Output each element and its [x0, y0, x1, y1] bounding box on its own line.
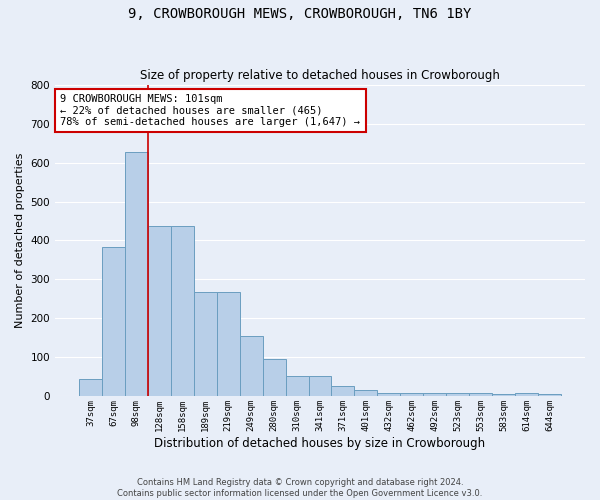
Bar: [469, 392, 492, 396]
X-axis label: Distribution of detached houses by size in Crowborough: Distribution of detached houses by size …: [154, 437, 485, 450]
Bar: [148, 226, 171, 396]
Bar: [194, 292, 217, 397]
Bar: [240, 336, 263, 396]
Bar: [515, 392, 538, 396]
Bar: [308, 376, 331, 396]
Bar: [446, 392, 469, 396]
Bar: [492, 394, 515, 396]
Bar: [286, 376, 308, 396]
Y-axis label: Number of detached properties: Number of detached properties: [15, 153, 25, 328]
Bar: [102, 247, 125, 396]
Bar: [263, 360, 286, 397]
Bar: [355, 390, 377, 396]
Text: 9 CROWBOROUGH MEWS: 101sqm
← 22% of detached houses are smaller (465)
78% of sem: 9 CROWBOROUGH MEWS: 101sqm ← 22% of deta…: [61, 94, 361, 127]
Bar: [125, 152, 148, 396]
Bar: [331, 386, 355, 396]
Bar: [538, 394, 561, 396]
Title: Size of property relative to detached houses in Crowborough: Size of property relative to detached ho…: [140, 69, 500, 82]
Bar: [423, 392, 446, 396]
Bar: [400, 392, 423, 396]
Text: Contains HM Land Registry data © Crown copyright and database right 2024.
Contai: Contains HM Land Registry data © Crown c…: [118, 478, 482, 498]
Bar: [377, 392, 400, 396]
Bar: [217, 292, 240, 397]
Text: 9, CROWBOROUGH MEWS, CROWBOROUGH, TN6 1BY: 9, CROWBOROUGH MEWS, CROWBOROUGH, TN6 1B…: [128, 8, 472, 22]
Bar: [79, 379, 102, 396]
Bar: [171, 226, 194, 396]
